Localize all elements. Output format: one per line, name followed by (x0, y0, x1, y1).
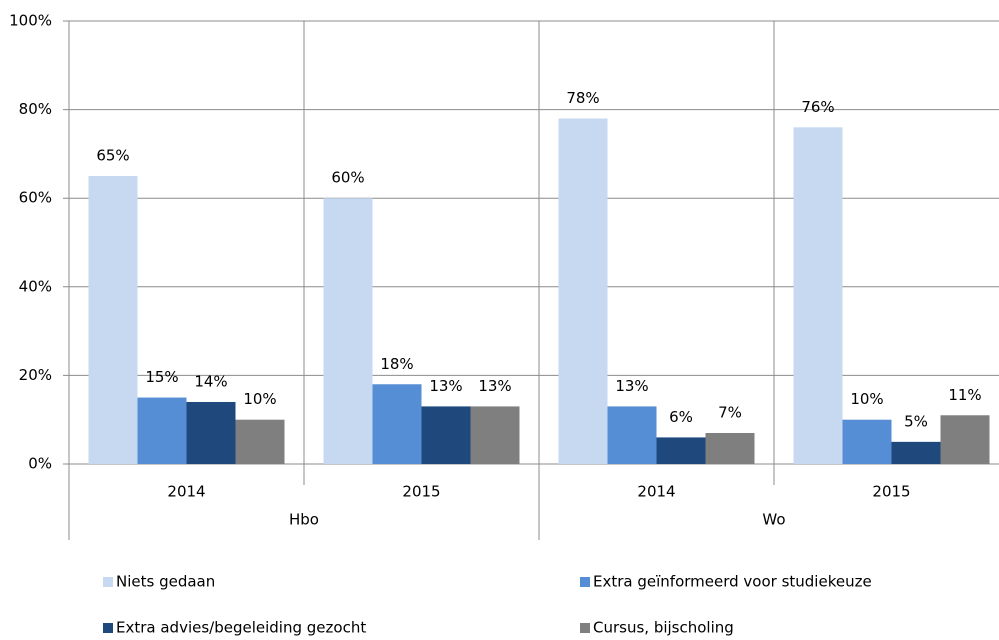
legend-label: Extra advies/begeleiding gezocht (116, 619, 366, 637)
data-label: 18% (380, 355, 413, 373)
bar (186, 401, 236, 464)
legend-label: Cursus, bijscholing (593, 619, 734, 637)
bar (137, 397, 187, 464)
y-tick-label: 60% (19, 189, 52, 207)
group-label: Wo (762, 511, 785, 529)
legend-swatch (580, 577, 590, 587)
data-label: 13% (478, 377, 511, 395)
data-label: 60% (331, 169, 364, 187)
bar (891, 441, 941, 464)
y-tick-label: 40% (19, 277, 52, 295)
bar (793, 127, 843, 464)
bar (235, 419, 285, 464)
y-tick-label: 80% (19, 100, 52, 118)
data-label: 11% (948, 386, 981, 404)
bar (842, 419, 892, 464)
data-label: 13% (429, 377, 462, 395)
bar (558, 118, 608, 465)
bar (323, 198, 373, 464)
legend-swatch (103, 623, 113, 633)
data-label: 65% (96, 147, 129, 165)
data-label: 5% (904, 412, 928, 430)
data-label: 78% (566, 89, 599, 107)
data-label: 6% (669, 408, 693, 426)
group-label: Hbo (289, 511, 319, 529)
bar (656, 437, 706, 464)
y-tick-label: 0% (28, 455, 52, 473)
x-tick-label: 2015 (402, 483, 440, 501)
y-tick-label: 100% (9, 12, 52, 30)
bar (705, 432, 755, 464)
data-label: 14% (194, 372, 227, 390)
y-tick-label: 20% (19, 366, 52, 384)
data-label: 15% (145, 368, 178, 386)
x-tick-label: 2014 (637, 483, 675, 501)
legend-swatch (580, 623, 590, 633)
data-label: 76% (801, 98, 834, 116)
bar (470, 406, 520, 464)
legend-label: Niets gedaan (116, 573, 215, 591)
legend-swatch (103, 577, 113, 587)
bar (421, 406, 471, 464)
bar (88, 176, 138, 465)
data-label: 10% (243, 390, 276, 408)
data-label: 7% (718, 403, 742, 421)
data-label: 13% (615, 377, 648, 395)
legend-label: Extra geïnformeerd voor studiekeuze (593, 573, 872, 591)
bar (607, 406, 657, 464)
data-label: 10% (850, 390, 883, 408)
x-tick-label: 2015 (872, 483, 910, 501)
bar (940, 415, 990, 464)
x-tick-label: 2014 (167, 483, 205, 501)
bar (372, 384, 422, 464)
